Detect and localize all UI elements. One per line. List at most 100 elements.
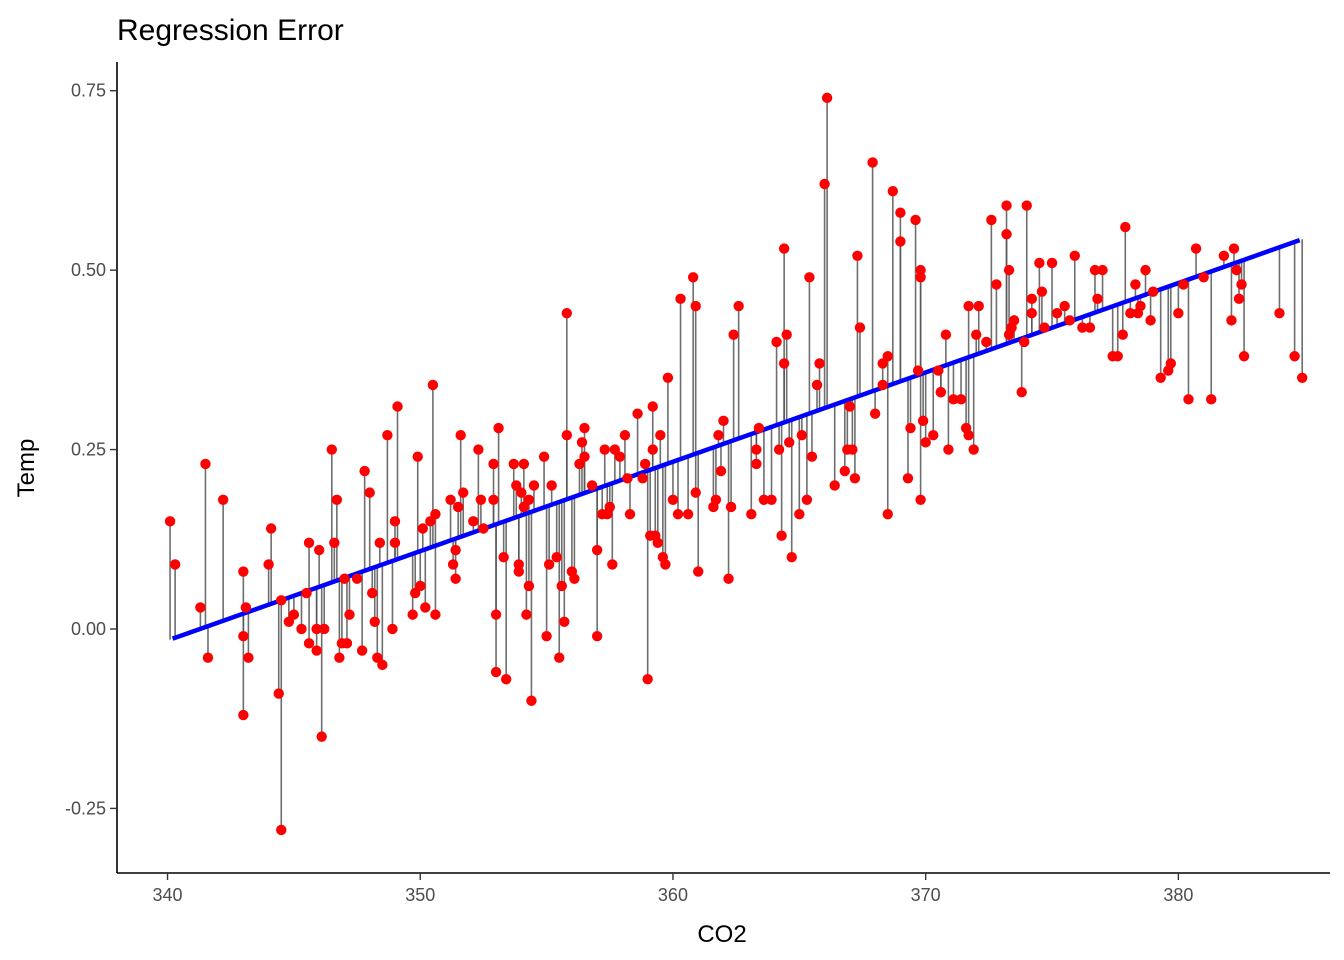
data-point-74 [493,422,504,434]
data-point-20 [303,537,315,549]
data-point-159 [781,329,792,340]
data-point-40 [369,616,380,628]
data-point-160 [784,437,795,448]
data-point-154 [771,336,782,348]
data-point-126 [652,537,663,549]
data-point-147 [733,300,744,312]
data-point-225 [1034,257,1045,269]
data-point-8 [240,602,252,613]
data-point-115 [619,430,631,441]
data-point-44 [382,430,393,441]
data-point-61 [450,573,461,584]
data-point-45 [387,623,398,635]
data-point-183 [882,508,893,520]
x-tick-label-4: 380 [1163,885,1193,905]
data-point-116 [622,473,633,484]
data-point-85 [523,494,535,505]
data-point-84 [521,609,532,620]
data-point-151 [753,422,765,434]
data-point-17 [288,609,300,620]
data-point-254 [1183,394,1194,405]
data-point-229 [1051,307,1063,319]
data-point-67 [473,444,484,455]
data-point-89 [538,451,550,462]
data-point-35 [351,573,363,584]
data-point-215 [1001,200,1012,211]
data-point-248 [1147,286,1159,297]
data-point-32 [339,573,350,584]
data-point-33 [341,638,353,649]
data-point-88 [528,480,540,491]
data-point-107 [591,630,603,642]
data-point-246 [1140,264,1151,276]
data-point-158 [778,358,790,369]
data-point-130 [662,372,674,383]
data-point-243 [1130,279,1141,290]
data-point-189 [905,422,916,434]
data-point-100 [569,573,580,584]
data-point-150 [751,458,762,470]
data-point-102 [576,437,588,448]
data-point-210 [973,300,984,312]
data-point-80 [513,566,525,577]
data-point-1 [169,559,181,570]
data-point-245 [1135,300,1146,312]
data-point-214 [1001,229,1012,240]
data-point-184 [882,351,893,362]
data-point-178 [854,322,866,333]
data-point-82 [518,458,530,470]
data-point-174 [844,401,856,412]
data-point-7 [238,630,249,642]
data-point-140 [710,494,722,505]
data-point-162 [794,508,805,520]
data-point-197 [928,430,939,441]
data-point-171 [829,480,840,491]
data-point-42 [374,537,386,549]
data-point-148 [746,508,757,520]
data-point-212 [986,214,997,226]
data-point-72 [490,609,502,620]
data-point-242 [1125,307,1136,319]
data-point-4 [202,652,214,663]
data-point-46 [389,537,401,549]
data-point-142 [715,465,727,477]
data-point-92 [546,480,557,491]
data-point-132 [672,508,684,520]
data-point-207 [963,300,974,312]
data-point-12 [265,523,277,534]
data-point-3 [200,458,211,470]
data-point-27 [326,444,338,455]
data-point-166 [806,451,818,462]
data-point-138 [693,566,704,577]
data-point-63 [452,501,464,513]
regression-line [171,238,1301,641]
data-point-144 [723,573,734,584]
data-point-120 [639,458,651,470]
data-point-232 [1069,250,1080,261]
data-point-156 [776,530,787,541]
data-point-200 [935,386,947,398]
data-point-186 [895,236,906,247]
data-point-133 [675,293,686,305]
data-point-73 [490,666,502,678]
data-point-190 [910,214,921,226]
data-point-25 [316,731,327,742]
data-point-255 [1190,243,1202,254]
data-point-141 [713,430,724,441]
data-point-252 [1173,307,1184,319]
data-point-117 [624,508,636,520]
data-point-194 [915,494,926,505]
data-point-137 [690,487,701,498]
data-point-235 [1089,264,1101,276]
x-tick-label-3: 370 [911,885,941,905]
data-point-111 [604,501,615,513]
data-point-172 [839,465,850,477]
data-point-143 [718,415,729,427]
data-point-94 [554,652,565,663]
data-point-51 [412,451,423,462]
data-point-177 [852,250,863,261]
data-point-260 [1228,243,1240,254]
data-point-29 [331,494,343,505]
data-point-14 [276,595,287,606]
data-point-2 [195,602,206,613]
